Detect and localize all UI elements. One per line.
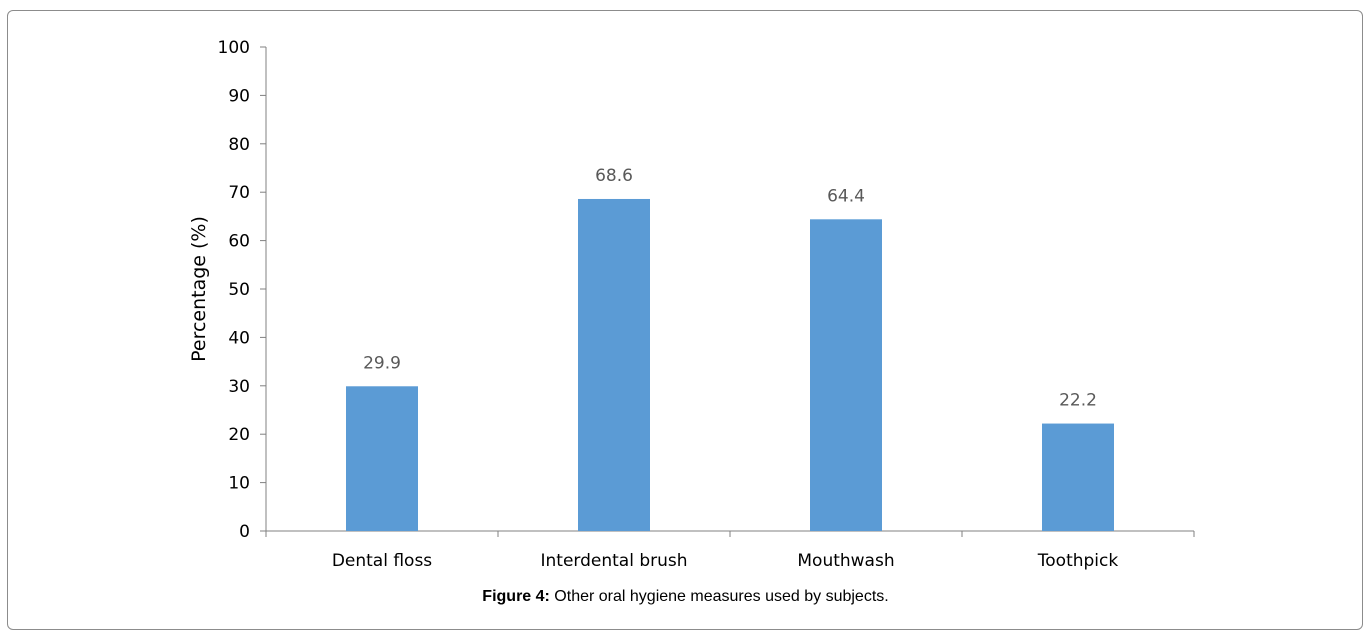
bar (346, 386, 418, 531)
bar (578, 198, 650, 531)
bars: 29.9 68.6 64.4 22.2 (346, 166, 1114, 531)
bar-value-label: 64.4 (827, 186, 865, 206)
figure-frame (7, 10, 1363, 630)
figure-caption-text: Other oral hygiene measures used by subj… (549, 588, 889, 605)
bar (810, 219, 882, 531)
y-axis-label: Percentage (%) (188, 216, 210, 362)
figure-caption-label: Figure 4: (482, 588, 550, 605)
y-tick-label: 80 (228, 135, 250, 155)
x-tick-label: Dental floss (332, 551, 432, 571)
x-tick-label: Toothpick (1037, 551, 1119, 571)
y-axis: 0 10 20 30 40 50 60 70 80 90 100 (218, 38, 267, 542)
y-tick-label: 20 (228, 425, 250, 445)
bar (1042, 423, 1114, 531)
y-tick-label: 40 (228, 328, 250, 348)
bar-value-label: 29.9 (363, 353, 401, 373)
x-tick-label: Mouthwash (797, 551, 894, 571)
bar-value-label: 68.6 (595, 166, 633, 186)
bar-chart: 0 10 20 30 40 50 60 70 80 90 100 Dental floss Inter… (188, 38, 1195, 571)
y-tick-label: 0 (239, 522, 250, 542)
y-tick-label: 10 (228, 474, 250, 494)
y-tick-label: 90 (228, 86, 250, 106)
y-tick-label: 70 (228, 183, 250, 203)
y-tick-label: 100 (218, 38, 250, 58)
bar-value-label: 22.2 (1059, 391, 1097, 411)
figure-caption: Figure 4: Other oral hygiene measures us… (0, 588, 1371, 606)
y-tick-label: 50 (228, 280, 250, 300)
y-tick-label: 60 (228, 232, 250, 252)
y-tick-label: 30 (228, 377, 250, 397)
x-axis: Dental floss Interdental brush Mouthwash To… (265, 530, 1195, 571)
x-tick-label: Interdental brush (540, 551, 687, 571)
